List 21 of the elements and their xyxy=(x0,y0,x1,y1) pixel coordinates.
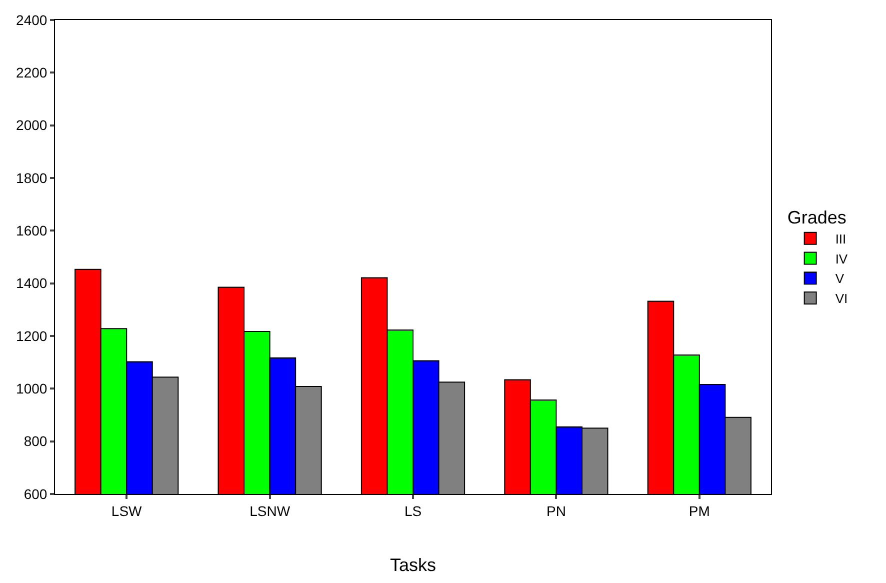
y-tick-label: 800 xyxy=(24,433,48,450)
y-tick-label: 1800 xyxy=(16,170,48,186)
x-axis-title: Tasks xyxy=(390,554,436,575)
y-tick-label: 600 xyxy=(24,486,48,502)
x-tick-label: LSW xyxy=(111,502,143,519)
y-tick-label: 2200 xyxy=(16,64,48,81)
y-tick-label: 1400 xyxy=(16,275,48,292)
legend-label: IV xyxy=(835,251,848,266)
x-tick-label: LSNW xyxy=(250,502,291,519)
x-tick-label: PN xyxy=(546,502,566,519)
x-tick-label: PM xyxy=(688,502,710,519)
legend-label: III xyxy=(835,231,846,246)
legend-label: V xyxy=(835,271,844,286)
y-tick-label: 2400 xyxy=(16,12,48,28)
x-tick-label: LS xyxy=(404,502,422,519)
y-tick-label: 1200 xyxy=(16,328,48,344)
y-tick-label: 1600 xyxy=(16,222,48,239)
y-tick-label: 1000 xyxy=(16,380,48,397)
y-tick-label: 2000 xyxy=(16,117,48,134)
legend-title: Grades xyxy=(787,207,846,228)
legend-label: VI xyxy=(835,291,848,306)
